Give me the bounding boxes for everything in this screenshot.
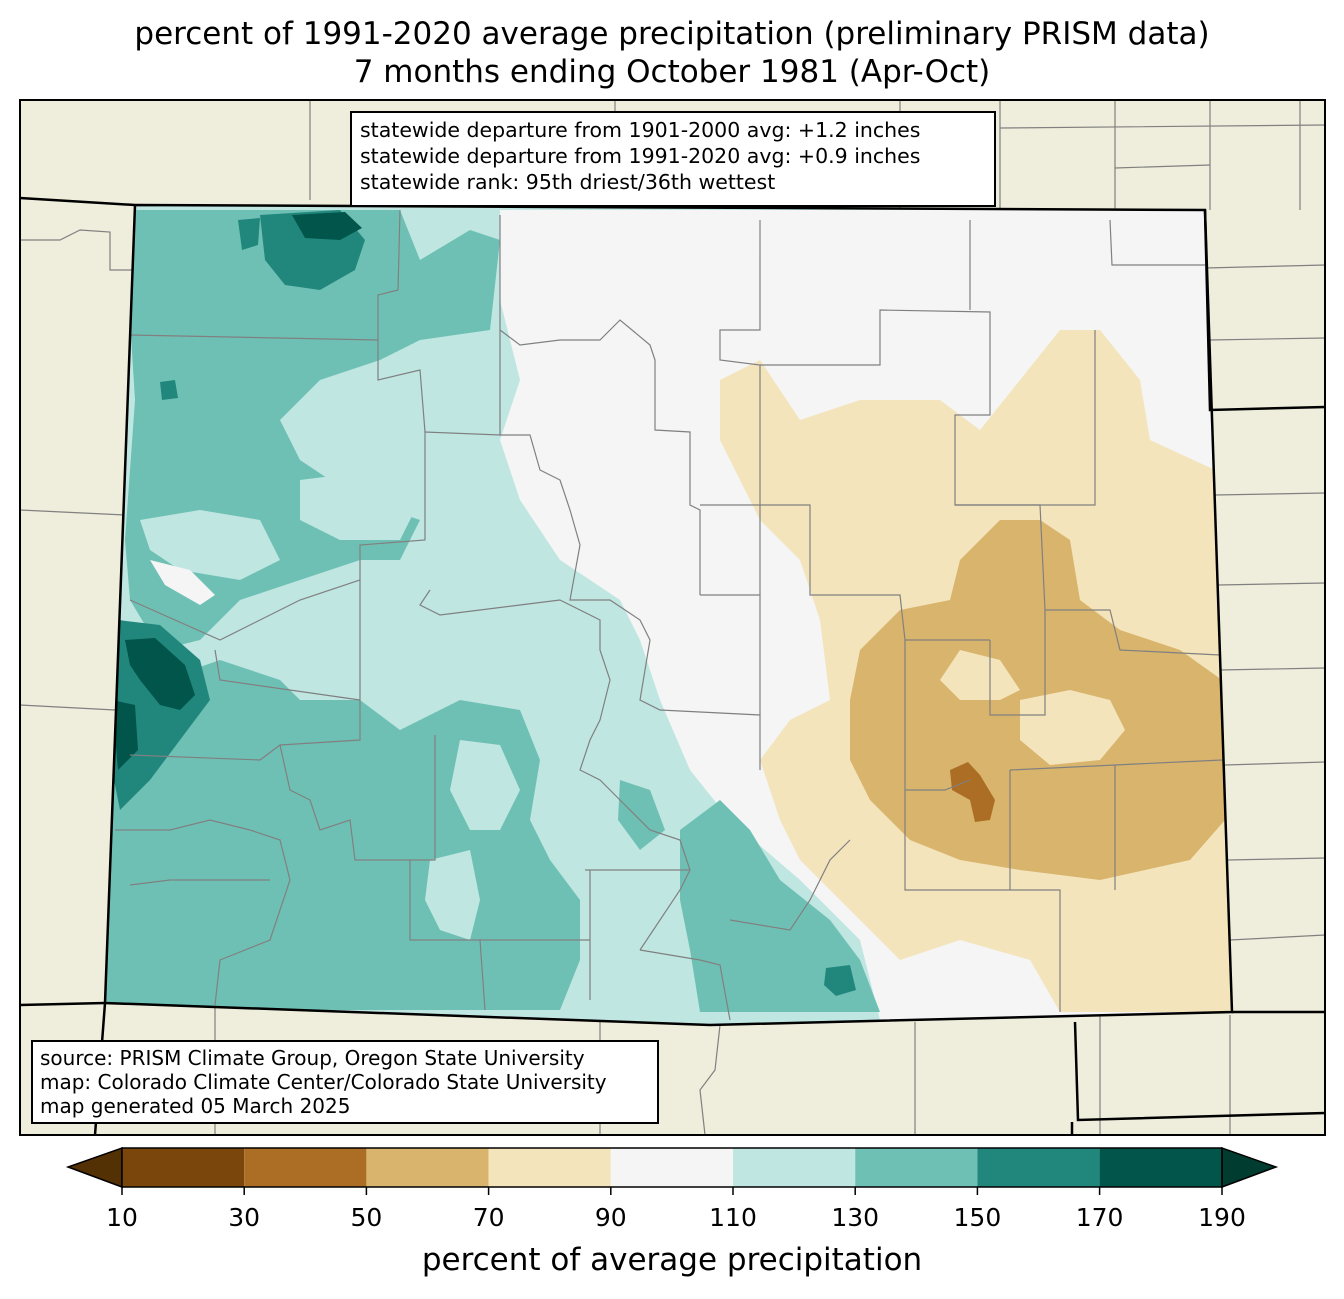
colorbar-tick-label: 30 bbox=[228, 1203, 261, 1232]
colorbar-bin-170-190 bbox=[1099, 1148, 1222, 1187]
colorbar-bin-150-170 bbox=[977, 1148, 1100, 1187]
colorbar-bin-110-130 bbox=[733, 1148, 856, 1187]
colorbar-tick-label: 170 bbox=[1075, 1203, 1124, 1232]
colorbar-bin-90-110 bbox=[610, 1148, 733, 1187]
stats-departure-1901-2000: statewide departure from 1901-2000 avg: … bbox=[360, 118, 921, 142]
colorbar-tick-label: 150 bbox=[953, 1203, 1002, 1232]
map-subtitle: 7 months ending October 1981 (Apr-Oct) bbox=[353, 54, 991, 90]
source-prism: source: PRISM Climate Group, Oregon Stat… bbox=[40, 1046, 585, 1070]
colorbar bbox=[65, 1146, 1279, 1195]
colorbar-bin-10-30 bbox=[122, 1148, 245, 1187]
colorbar-extend-low bbox=[65, 1146, 123, 1189]
statewide-stats-box: statewide departure from 1901-2000 avg: … bbox=[350, 111, 996, 207]
colorbar-tick-label: 10 bbox=[106, 1203, 138, 1232]
colorbar-tick-label: 110 bbox=[709, 1203, 757, 1232]
state-borders bbox=[19, 196, 1326, 1136]
map-frame bbox=[19, 99, 1326, 1136]
source-box: source: PRISM Climate Group, Oregon Stat… bbox=[31, 1040, 659, 1124]
colorbar-extend-high bbox=[1221, 1146, 1279, 1189]
source-generated-date: map generated 05 March 2025 bbox=[40, 1094, 351, 1118]
colorbar-bin-50-70 bbox=[366, 1148, 489, 1187]
colorbar-tick-label: 70 bbox=[472, 1203, 505, 1232]
colorbar-tick-label: 190 bbox=[1198, 1203, 1246, 1232]
colorbar-outline bbox=[121, 1147, 1223, 1188]
source-map-credit: map: Colorado Climate Center/Colorado St… bbox=[40, 1070, 607, 1094]
colorbar-tick-label: 130 bbox=[831, 1203, 880, 1232]
colorado-field bbox=[105, 205, 1232, 1025]
colorbar-bin-30-50 bbox=[244, 1148, 367, 1187]
colorbar-tick-marks bbox=[121, 1187, 1223, 1195]
stats-rank: statewide rank: 95th driest/36th wettest bbox=[360, 170, 776, 194]
county-lines bbox=[115, 209, 1223, 1021]
colorbar-tick-label: 50 bbox=[350, 1203, 383, 1232]
colorbar-bin-130-150 bbox=[855, 1148, 978, 1187]
colorbar-bin-70-90 bbox=[488, 1148, 611, 1187]
stats-departure-1991-2020: statewide departure from 1991-2020 avg: … bbox=[360, 144, 921, 168]
colorbar-label: percent of average precipitation bbox=[421, 1242, 923, 1278]
colorbar-tick-label: 90 bbox=[594, 1203, 627, 1232]
map-title: percent of 1991-2020 average precipitati… bbox=[134, 16, 1210, 52]
